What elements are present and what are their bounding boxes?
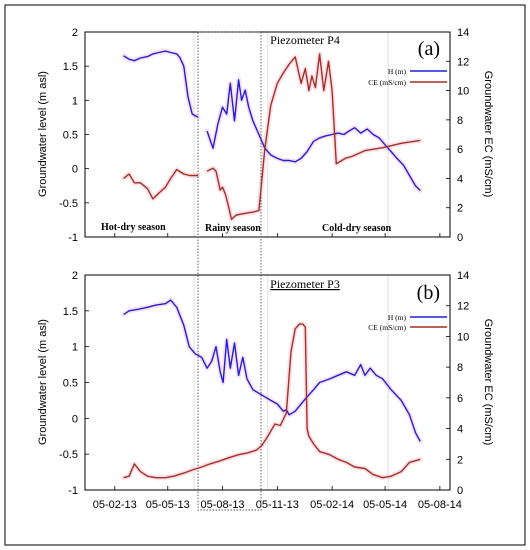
y-left-tick-label: 2 [72, 270, 78, 282]
x-tick-label: 05-11-13 [256, 499, 299, 511]
chart-title: Piezometer P3 [270, 277, 340, 291]
y-right-tick-label: 2 [457, 203, 463, 215]
season-label-hot-dry: Hot-dry season [101, 222, 166, 233]
legend: H (m) CE (mS/cm) [368, 313, 447, 332]
y-right-tick-label: 10 [457, 331, 469, 343]
series-line-h [123, 50, 199, 119]
legend-label-h: H (m) [388, 67, 407, 76]
y-axis-right-title: Groundwater EC (mS/cm) [482, 319, 494, 446]
y-right-tick-label: 0 [457, 485, 463, 497]
y-axis-left-title: Groundwater level (m asl) [37, 71, 49, 197]
y-right-tick-label: 12 [457, 301, 469, 313]
y-right-tick-label: 8 [457, 362, 463, 374]
y-left-tick-label: 0 [72, 164, 78, 176]
y-right-tick-label: 2 [457, 454, 463, 466]
y-right-tick-label: 4 [457, 173, 463, 185]
x-tick-label: 05-08-14 [418, 499, 462, 511]
y-left-tick-label: 1 [72, 342, 78, 354]
season-label-cold-dry: Cold-dry season [322, 223, 392, 234]
panel-a: 2 1.5 1 0.5 0 -0.5 -1 14 12 10 8 6 4 2 0 Piezometer P… [37, 27, 494, 244]
y-left-tick-label: -1 [68, 485, 78, 497]
series-layer [123, 299, 421, 479]
y-right-tick-label: 6 [457, 144, 463, 156]
season-lines [193, 275, 389, 490]
x-axis-ticks: 05-02-13 05-05-13 05-08-13 05-11-13 05-02-14… [93, 486, 462, 511]
x-tick-label: 05-02-14 [310, 499, 354, 511]
y-right-tick-label: 8 [457, 115, 463, 127]
legend-label-h: H (m) [388, 313, 407, 322]
y-axis-left-ticks: 2 1.5 1 0.5 0 -0.5 -1 [59, 27, 89, 244]
panel-b: 2 1.5 1 0.5 0 -0.5 -1 14 12 10 8 6 4 2 0 Piezometer P… [37, 270, 494, 511]
x-tick-label: 05-08-13 [201, 499, 245, 511]
y-axis-right-title: Groundwater EC (mS/cm) [482, 71, 494, 198]
chart-title: Piezometer P4 [270, 33, 340, 47]
y-right-tick-label: 14 [457, 270, 469, 282]
season-label-rainy: Rainy season [205, 223, 261, 234]
y-right-tick-label: 0 [457, 232, 463, 244]
series-line-ce [123, 168, 199, 200]
y-right-tick-label: 12 [457, 56, 469, 68]
x-tick-label: 05-05-13 [146, 499, 190, 511]
y-axis-left-title: Groundwater level (m asl) [37, 319, 49, 445]
legend-label-ce: CE (mS/cm) [368, 323, 406, 332]
y-left-tick-label: 1.5 [63, 61, 78, 73]
series-line-h [206, 79, 421, 191]
y-left-tick-label: 2 [72, 27, 78, 39]
series-line-ce [123, 323, 421, 479]
y-left-tick-label: 1.5 [63, 306, 78, 318]
panel-label: (a) [418, 38, 440, 60]
y-right-tick-label: 4 [457, 424, 463, 436]
legend-label-ce: CE (mS/cm) [368, 78, 406, 87]
panel-label: (b) [417, 282, 440, 304]
series-line-ce [206, 53, 421, 221]
y-left-tick-label: -0.5 [59, 198, 78, 210]
y-left-tick-label: 0 [72, 413, 78, 425]
y-axis-right-ticks: 14 12 10 8 6 4 2 0 [446, 270, 469, 497]
y-left-tick-label: -1 [68, 232, 78, 244]
y-right-tick-label: 10 [457, 86, 469, 98]
season-lines [193, 32, 389, 237]
y-right-tick-label: 14 [457, 27, 469, 39]
y-left-tick-label: 0.5 [63, 130, 78, 142]
x-tick-label: 05-05-14 [363, 499, 407, 511]
y-left-tick-label: 1 [72, 95, 78, 107]
y-left-tick-label: -0.5 [59, 449, 78, 461]
y-left-tick-label: 0.5 [63, 378, 78, 390]
x-tick-label: 05-02-13 [93, 499, 137, 511]
y-axis-left-ticks: 2 1.5 1 0.5 0 -0.5 -1 [59, 270, 89, 497]
rainy-season-box [197, 31, 262, 511]
series-line-h [123, 299, 421, 442]
y-right-tick-label: 6 [457, 393, 463, 405]
series-layer [123, 50, 421, 221]
y-axis-right-ticks: 14 12 10 8 6 4 2 0 [446, 27, 469, 244]
legend: H (m) CE (mS/cm) [368, 67, 447, 87]
